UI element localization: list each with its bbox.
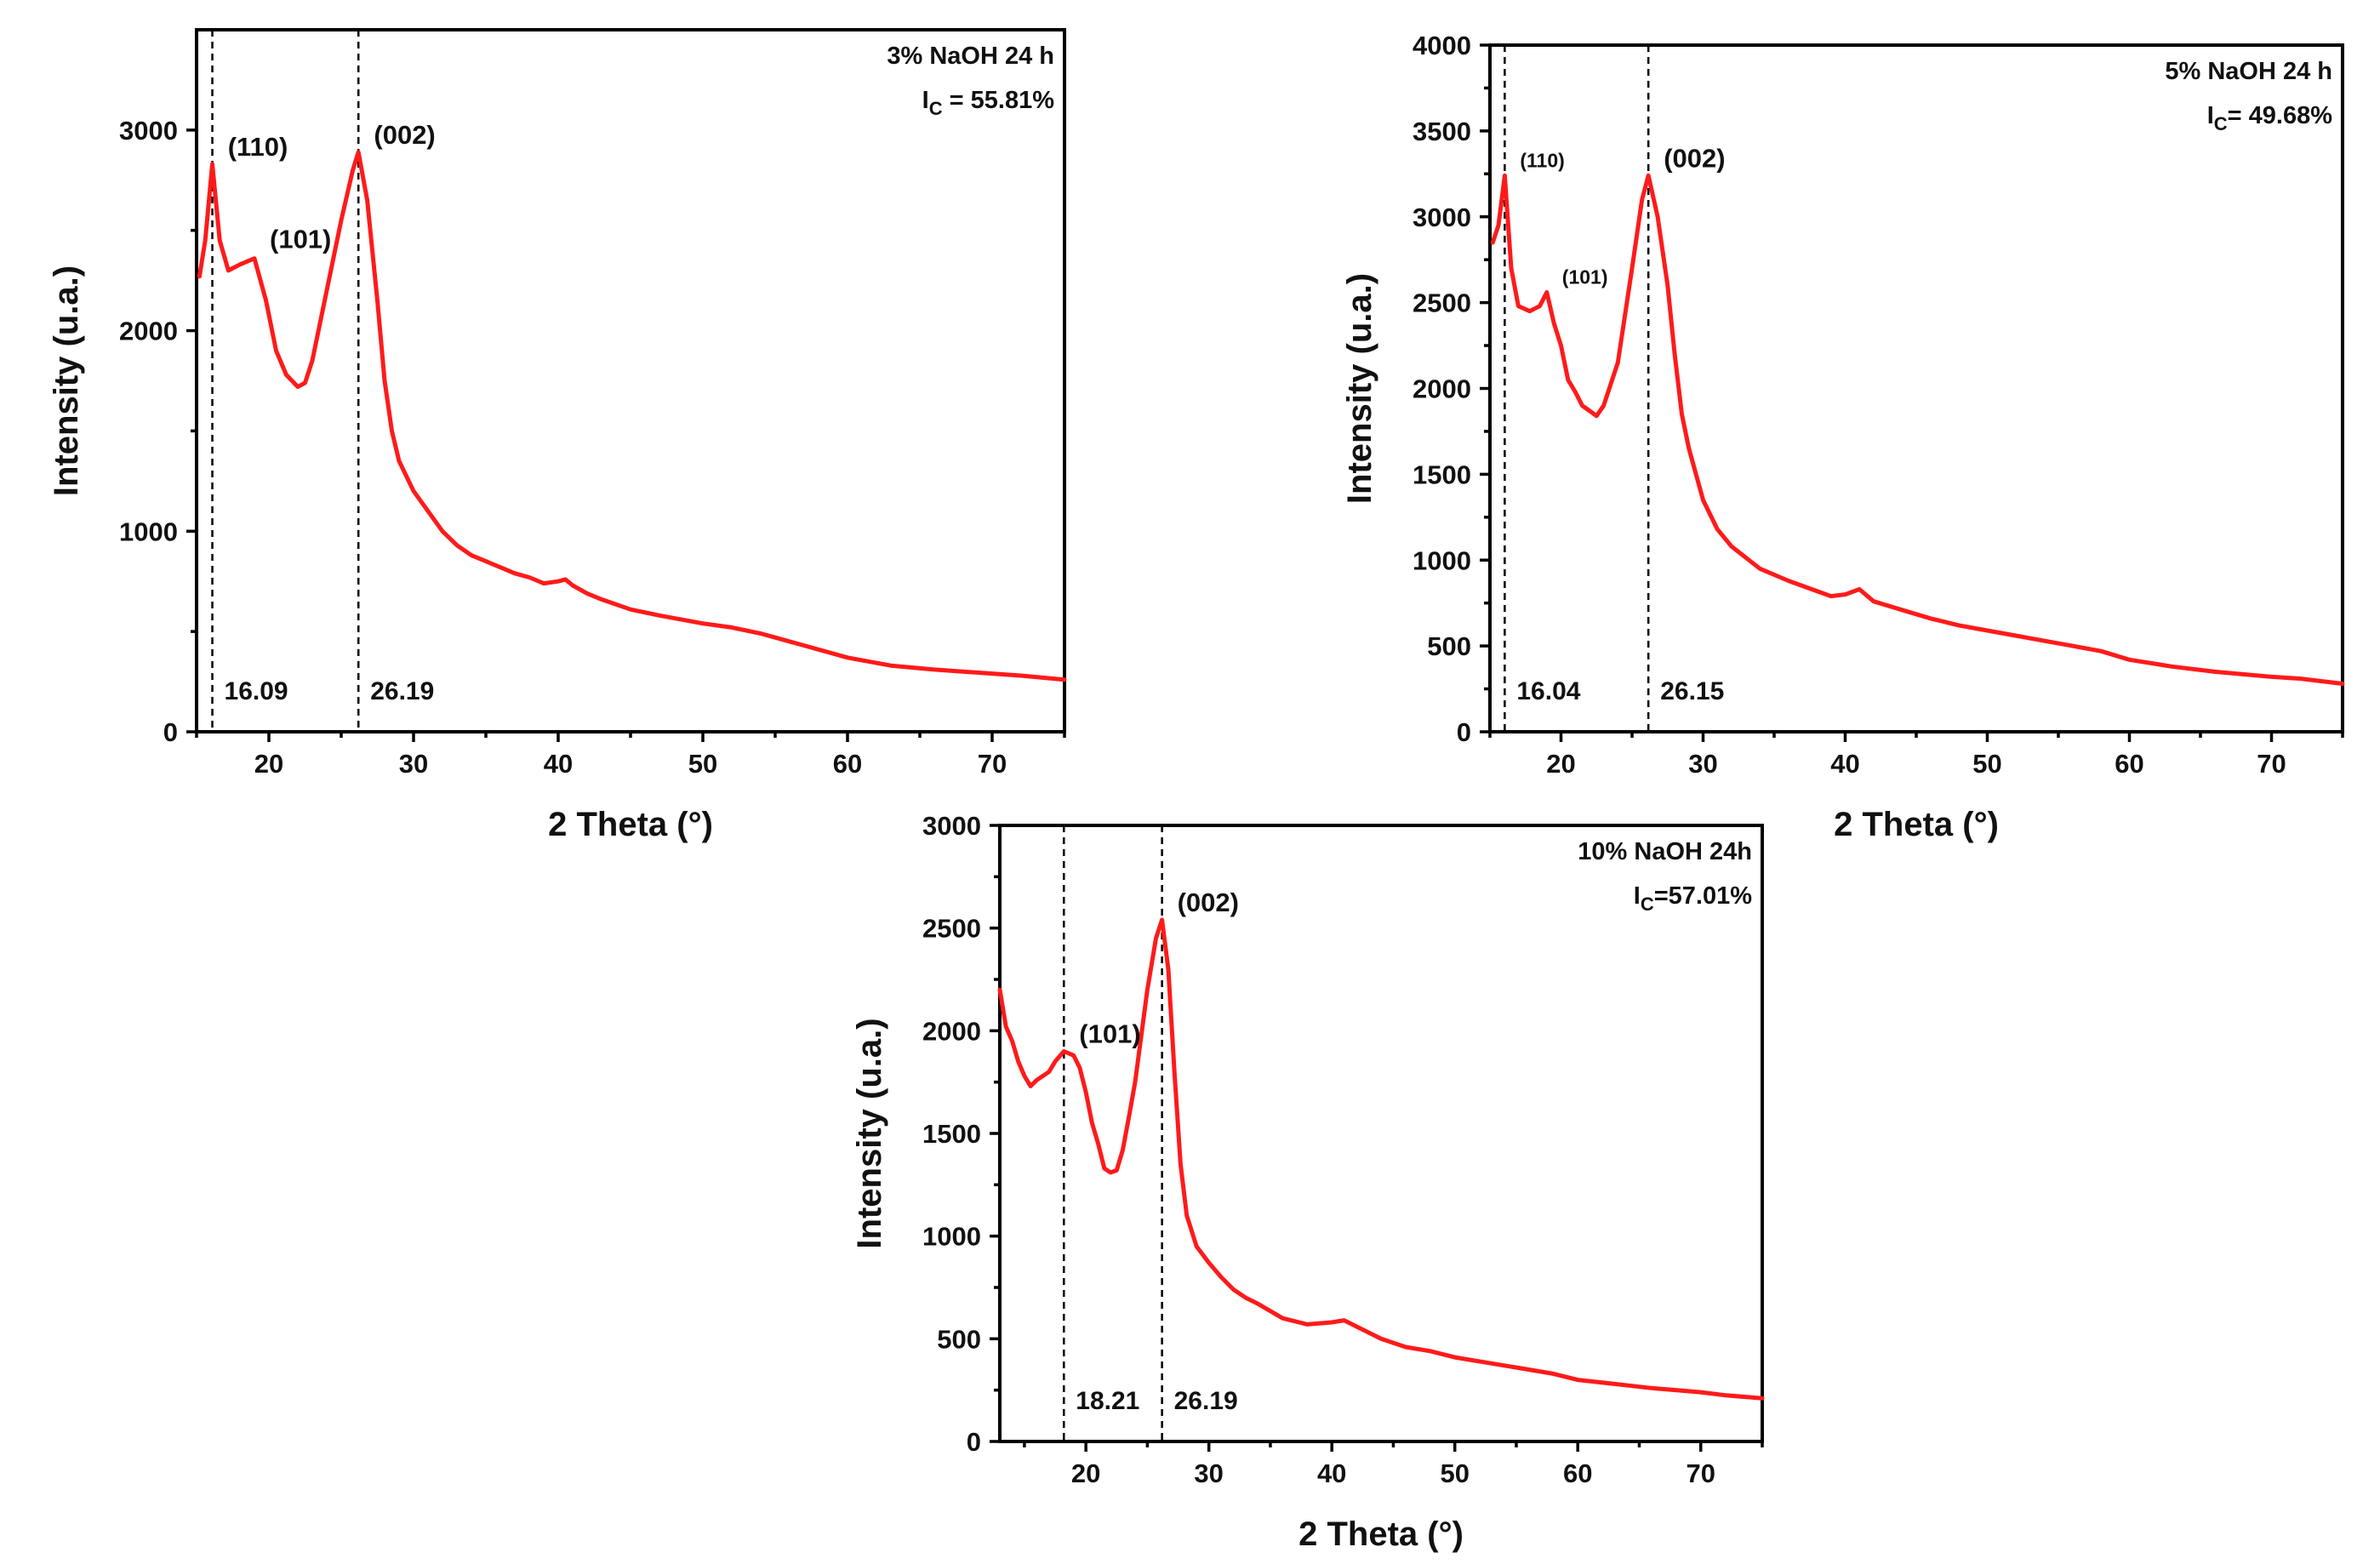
xrd-series-line: [1490, 173, 2345, 686]
x-tick-label: 20: [1071, 1458, 1100, 1488]
y-tick-label: 2000: [119, 317, 178, 346]
y-tick-label: 3500: [1413, 117, 1471, 146]
xrd-series-line: [997, 917, 1765, 1401]
crystallinity-value: = 55.81%: [943, 87, 1055, 114]
y-tick-label: 500: [937, 1324, 981, 1354]
plot-frame: [195, 28, 1066, 733]
reference-line-label: 26.19: [1174, 1387, 1238, 1415]
plot-frame: [998, 824, 1764, 1443]
x-axis-title: 2 Theta (°): [548, 806, 713, 843]
peak-label: (101): [270, 224, 331, 254]
peak-label: (101): [1079, 1019, 1140, 1048]
reference-line-label: 16.04: [1516, 677, 1580, 705]
reference-line-label: 16.09: [225, 677, 288, 705]
y-tick-label: 0: [1457, 717, 1471, 747]
peak-label: (110): [1520, 149, 1564, 171]
x-tick-label: 50: [1972, 749, 2001, 779]
y-tick-label: 0: [967, 1427, 981, 1457]
x-tick-label: 40: [1317, 1458, 1346, 1488]
crystallinity-subscript: C: [2214, 113, 2228, 134]
crystallinity-index: IC= 49.68%: [2207, 102, 2333, 134]
x-tick-label: 30: [399, 749, 428, 779]
crystallinity-symbol: I: [922, 87, 929, 114]
y-axis-title: Intensity (u.a.): [48, 265, 85, 496]
x-tick-label: 70: [1686, 1458, 1715, 1488]
crystallinity-subscript: C: [929, 98, 943, 119]
reference-line-label: 26.15: [1660, 677, 1724, 705]
x-tick-label: 60: [1563, 1458, 1592, 1488]
y-axis-title: Intensity (u.a.): [851, 1018, 888, 1248]
x-tick-label: 40: [1830, 749, 1859, 779]
y-tick-label: 2000: [1413, 374, 1471, 404]
chart-title: 5% NaOH 24 h: [2165, 58, 2332, 85]
chart-title: 10% NaOH 24h: [1578, 838, 1752, 865]
y-tick-label: 1500: [1413, 459, 1471, 489]
chart-title: 3% NaOH 24 h: [887, 43, 1054, 70]
peak-label: (002): [374, 120, 435, 150]
y-tick-label: 4000: [1413, 31, 1471, 60]
y-tick-label: 3000: [922, 811, 981, 841]
crystallinity-index: IC=57.01%: [1634, 882, 1752, 915]
y-tick-label: 2500: [1413, 288, 1471, 318]
x-tick-label: 60: [833, 749, 862, 779]
plot-frame: [1488, 43, 2344, 733]
xrd-series-line: [197, 150, 1067, 682]
x-tick-label: 40: [544, 749, 573, 779]
y-tick-label: 2500: [922, 914, 981, 944]
y-tick-label: 3000: [119, 116, 178, 146]
crystallinity-value: =57.01%: [1654, 882, 1753, 910]
crystallinity-value: = 49.68%: [2228, 102, 2333, 129]
peak-label: (110): [228, 132, 288, 162]
crystallinity-index: IC = 55.81%: [922, 87, 1055, 119]
x-axis-title: 2 Theta (°): [1298, 1515, 1464, 1553]
x-tick-label: 50: [1440, 1458, 1469, 1488]
y-tick-label: 3000: [1413, 203, 1471, 232]
reference-line-label: 26.19: [370, 677, 434, 705]
chart-naoh-5: 20 30 40 50 60 70 0 500 1000 1500 2000 2500 3000 3500…: [1341, 31, 2345, 843]
x-tick-label: 70: [2257, 749, 2286, 779]
crystallinity-symbol: I: [2207, 102, 2214, 129]
x-axis-title: 2 Theta (°): [1834, 806, 1999, 843]
crystallinity-subscript: C: [1641, 893, 1654, 915]
peak-label: (002): [1664, 143, 1725, 173]
x-tick-label: 70: [978, 749, 1007, 779]
y-tick-label: 1500: [922, 1119, 981, 1149]
x-tick-label: 30: [1194, 1458, 1223, 1488]
chart-naoh-3: 20 30 40 50 60 70 0 1000 2000 3000 2 Theta (°) Inte…: [48, 28, 1067, 843]
crystallinity-symbol: I: [1634, 882, 1641, 910]
x-tick-label: 30: [1688, 749, 1717, 779]
reference-line-label: 18.21: [1076, 1387, 1139, 1415]
x-tick-label: 20: [1546, 749, 1575, 779]
y-tick-label: 2000: [922, 1016, 981, 1046]
peak-label: (002): [1178, 888, 1239, 917]
chart-naoh-10: 20 30 40 50 60 70 0 500 1000 1500 2000 2500 3000 2 Th…: [851, 811, 1765, 1553]
y-tick-label: 500: [1427, 631, 1471, 661]
peak-label: (101): [1562, 266, 1608, 288]
y-tick-label: 1000: [1413, 545, 1471, 575]
y-tick-label: 0: [163, 717, 178, 747]
x-tick-label: 50: [688, 749, 717, 779]
y-tick-label: 1000: [922, 1222, 981, 1252]
x-tick-label: 60: [2115, 749, 2143, 779]
y-axis-title: Intensity (u.a.): [1341, 273, 1378, 504]
y-tick-label: 1000: [119, 517, 178, 546]
x-tick-label: 20: [254, 749, 283, 779]
